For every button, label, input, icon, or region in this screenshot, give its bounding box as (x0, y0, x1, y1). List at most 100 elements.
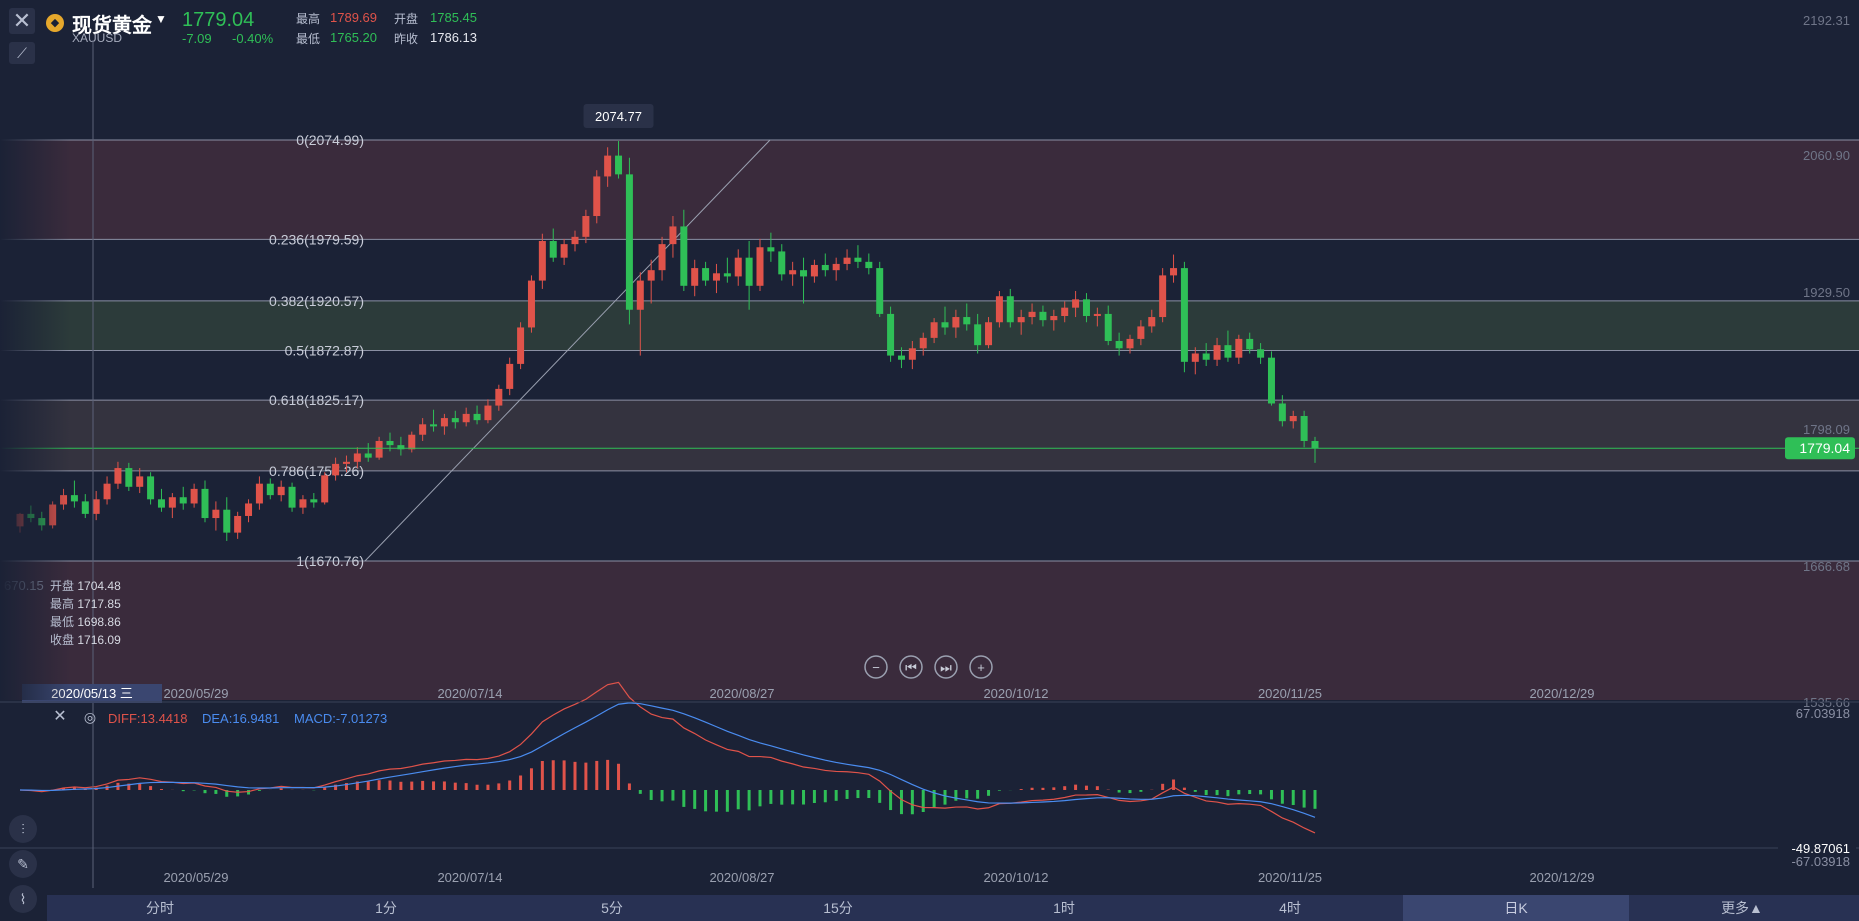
fib-label: 0.618(1825.17) (269, 392, 364, 408)
quote-label-low: 最低 (296, 32, 321, 46)
crosshair-pen-icon[interactable]: ⟋ (9, 42, 35, 64)
candle-body (462, 413, 470, 423)
candle-body (517, 327, 525, 364)
step-forward-icon-glyph: ⏭ (940, 660, 952, 675)
candle-body (1213, 345, 1221, 360)
candle-body (919, 337, 927, 349)
zoom-in-icon[interactable] (969, 655, 993, 679)
candle-body (408, 434, 416, 450)
candle-body (223, 509, 231, 533)
macd-value-label: MACD:-7.01273 (294, 711, 388, 726)
candle-body (1028, 311, 1036, 318)
candle-body (1137, 326, 1145, 339)
candle-body (277, 486, 285, 496)
candle-body (1257, 349, 1265, 358)
candle-body (854, 257, 862, 262)
candle-body (1093, 313, 1101, 317)
candle-body (615, 155, 623, 175)
pencil-icon[interactable]: ✎ (9, 850, 37, 878)
high-tooltip (583, 104, 654, 128)
indicator-icon[interactable]: ⫶ (9, 815, 37, 843)
date-axis-label: 2020/07/14 (437, 686, 502, 701)
fib-band (0, 140, 1859, 240)
price-axis-tick: 1666.68 (1803, 559, 1850, 574)
candle-body (527, 280, 535, 328)
gold-coin-icon: ◆ (46, 14, 64, 32)
candle-body (843, 257, 851, 264)
candle-body (897, 355, 905, 360)
candle-body (1148, 317, 1156, 327)
zoom-out-icon[interactable] (864, 655, 888, 679)
price-axis-tick: 1798.09 (1803, 422, 1850, 437)
candle-body (560, 244, 568, 258)
settings-icon[interactable]: ◎ (83, 709, 97, 725)
candle-body (800, 270, 808, 277)
candle-body (484, 405, 492, 421)
tab-4hour[interactable]: 4时 (1279, 900, 1301, 916)
candle-body (1267, 357, 1275, 404)
candle-body (865, 261, 873, 269)
candle-body (691, 268, 699, 286)
fib-label: 0.786(1757.26) (269, 463, 364, 479)
quote-value-open: 1785.45 (430, 10, 477, 25)
quote-value-high: 1789.69 (330, 10, 377, 25)
candle-body (930, 322, 938, 338)
ohlc-high: 最高 1717.85 (50, 597, 121, 611)
candle-body (658, 244, 666, 271)
candle-body (1017, 317, 1025, 323)
tab-timeshare[interactable]: 分时 (146, 900, 174, 916)
candle-body (1104, 313, 1112, 341)
candle-body (190, 488, 198, 504)
candle-body (1180, 268, 1188, 362)
candle-body (1224, 345, 1232, 358)
tab-more[interactable]: 更多▲ (1721, 900, 1763, 916)
candle-body (952, 317, 960, 328)
step-forward-icon[interactable] (934, 655, 958, 679)
line-chart-icon[interactable]: ⌇ (9, 885, 37, 913)
candle-body (789, 270, 797, 275)
candle-body (430, 424, 438, 427)
fib-band (0, 239, 1859, 301)
fib-band (0, 470, 1859, 561)
quote-label-prev-close: 昨收 (394, 32, 419, 46)
candle-body (810, 264, 818, 277)
high-tooltip-text: 2074.77 (595, 109, 642, 124)
zoom-in-icon-glyph: + (977, 660, 985, 675)
tab-1hour[interactable]: 1时 (1053, 900, 1075, 916)
candle-body (1235, 338, 1243, 358)
candle-body (604, 155, 612, 177)
candle-body (1278, 403, 1286, 422)
candle-body (767, 247, 775, 252)
chevron-down-icon[interactable]: ▼ (155, 12, 167, 26)
candle-body (451, 418, 459, 423)
candle-body (887, 313, 895, 356)
candle-body (136, 476, 144, 487)
date-axis-label: 2020/10/12 (983, 686, 1048, 701)
candle-body (342, 461, 350, 464)
ohlc-close: 收盘 1716.09 (50, 633, 121, 647)
step-back-icon[interactable] (899, 655, 923, 679)
tab-daily[interactable]: 日K (1403, 895, 1629, 921)
candle-body (157, 499, 165, 508)
candle-body (821, 264, 829, 271)
candle-body (908, 348, 916, 360)
tab-15min[interactable]: 15分 (823, 900, 853, 916)
tab-1min[interactable]: 1分 (375, 900, 397, 916)
symbol-name[interactable]: 现货黄金 (72, 15, 152, 37)
close-indicator-icon[interactable]: ✕ (53, 708, 67, 725)
quote-label-open: 开盘 (394, 12, 419, 26)
close-icon[interactable]: ✕ (9, 8, 35, 34)
candle-body (941, 322, 949, 328)
candle-body (1202, 353, 1210, 360)
candle-body (1006, 296, 1014, 323)
candle-body (299, 499, 307, 508)
macd-axis-bottom: -67.03918 (1791, 854, 1850, 869)
candle-body (81, 501, 89, 514)
tab-5min[interactable]: 5分 (601, 900, 623, 916)
candle-body (386, 440, 394, 446)
candle-body (1170, 268, 1178, 276)
candle-body (397, 445, 405, 450)
price-axis-tick: 2060.90 (1803, 148, 1850, 163)
candle-body (876, 268, 884, 314)
